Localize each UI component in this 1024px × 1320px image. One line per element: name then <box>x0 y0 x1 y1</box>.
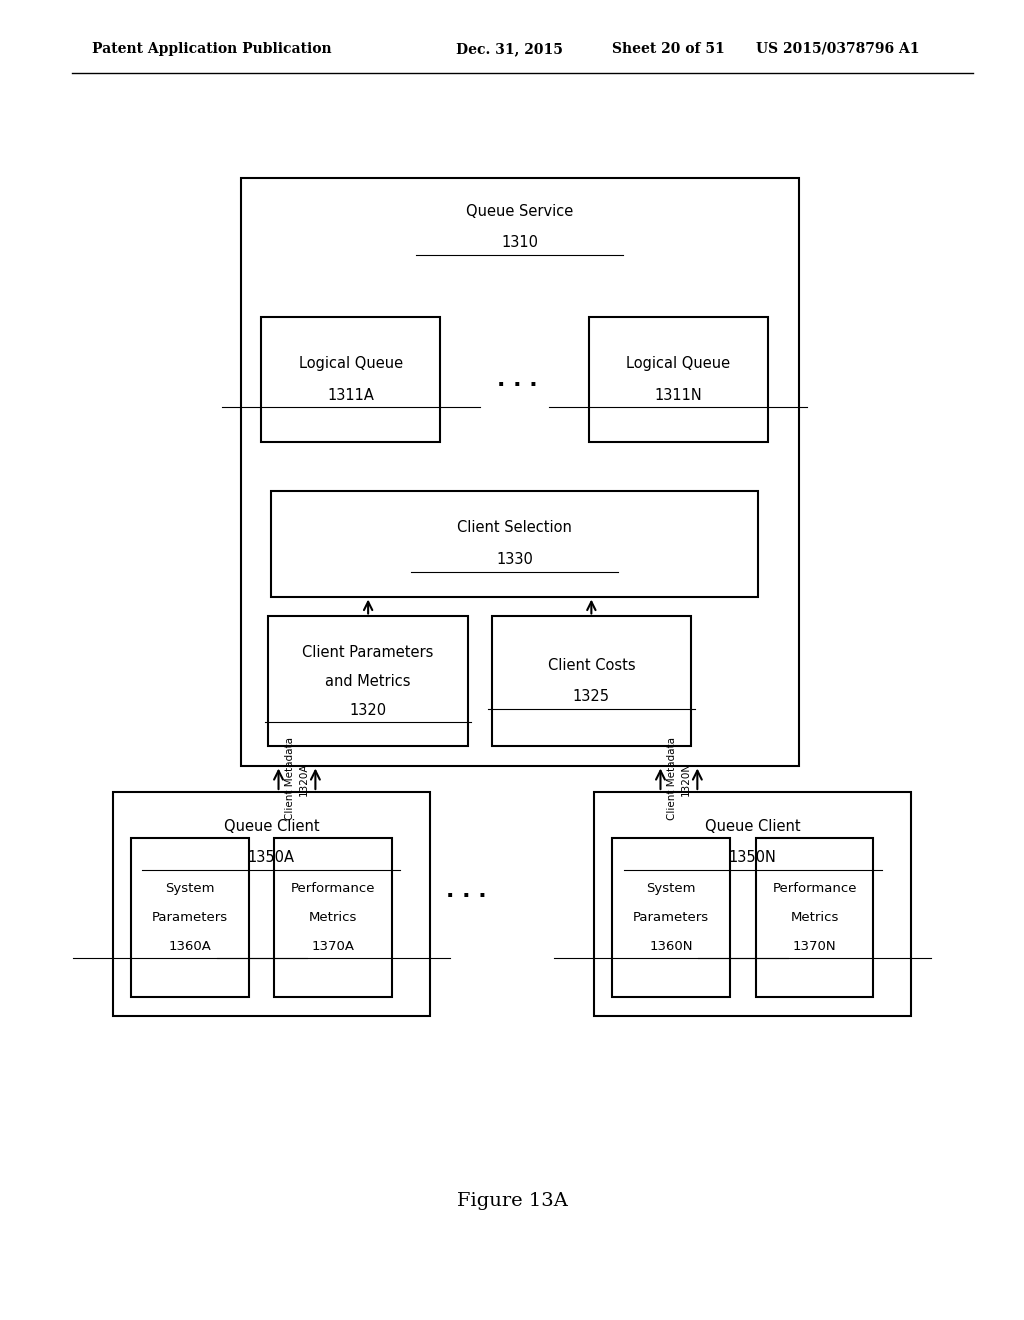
Text: 1350N: 1350N <box>729 850 776 866</box>
Text: Client Parameters: Client Parameters <box>302 644 434 660</box>
Bar <box>589 317 768 442</box>
Text: . . .: . . . <box>445 880 486 902</box>
Text: 1325: 1325 <box>572 689 610 705</box>
Text: Performance: Performance <box>291 882 376 895</box>
Text: Queue Service: Queue Service <box>466 203 573 219</box>
Bar <box>492 616 691 746</box>
Bar <box>261 317 440 442</box>
Text: 1330: 1330 <box>496 552 534 568</box>
Text: 1370A: 1370A <box>312 940 354 953</box>
Bar <box>241 178 799 766</box>
Text: 1320: 1320 <box>349 702 387 718</box>
Bar <box>594 792 911 1016</box>
Text: Queue Client: Queue Client <box>223 818 319 834</box>
Text: Client Metadata
1320A: Client Metadata 1320A <box>286 738 308 820</box>
Text: 1370N: 1370N <box>793 940 837 953</box>
Text: Parameters: Parameters <box>152 911 228 924</box>
Text: Parameters: Parameters <box>633 911 710 924</box>
Text: 1350A: 1350A <box>248 850 295 866</box>
Bar <box>756 838 873 997</box>
Bar <box>113 792 430 1016</box>
Text: 1311A: 1311A <box>328 388 374 403</box>
Text: Client Costs: Client Costs <box>548 657 635 673</box>
Text: Dec. 31, 2015: Dec. 31, 2015 <box>456 42 562 55</box>
Bar <box>268 616 468 746</box>
Text: and Metrics: and Metrics <box>326 673 411 689</box>
Text: 1360A: 1360A <box>169 940 211 953</box>
Bar <box>274 838 392 997</box>
Bar <box>131 838 249 997</box>
Text: . . .: . . . <box>497 370 538 391</box>
Text: System: System <box>646 882 696 895</box>
Text: Queue Client: Queue Client <box>705 818 801 834</box>
Text: Client Metadata
1320N: Client Metadata 1320N <box>668 738 690 820</box>
Text: Client Selection: Client Selection <box>457 520 572 536</box>
Bar <box>612 838 730 997</box>
Text: Logical Queue: Logical Queue <box>627 356 730 371</box>
Text: Metrics: Metrics <box>791 911 839 924</box>
Text: 1311N: 1311N <box>654 388 702 403</box>
Bar <box>271 491 758 597</box>
Text: US 2015/0378796 A1: US 2015/0378796 A1 <box>756 42 920 55</box>
Text: Patent Application Publication: Patent Application Publication <box>92 42 332 55</box>
Text: Logical Queue: Logical Queue <box>299 356 402 371</box>
Text: 1360N: 1360N <box>649 940 693 953</box>
Text: Sheet 20 of 51: Sheet 20 of 51 <box>612 42 725 55</box>
Text: System: System <box>165 882 215 895</box>
Text: Metrics: Metrics <box>309 911 357 924</box>
Text: Performance: Performance <box>772 882 857 895</box>
Text: Figure 13A: Figure 13A <box>457 1192 567 1210</box>
Text: 1310: 1310 <box>501 235 539 251</box>
